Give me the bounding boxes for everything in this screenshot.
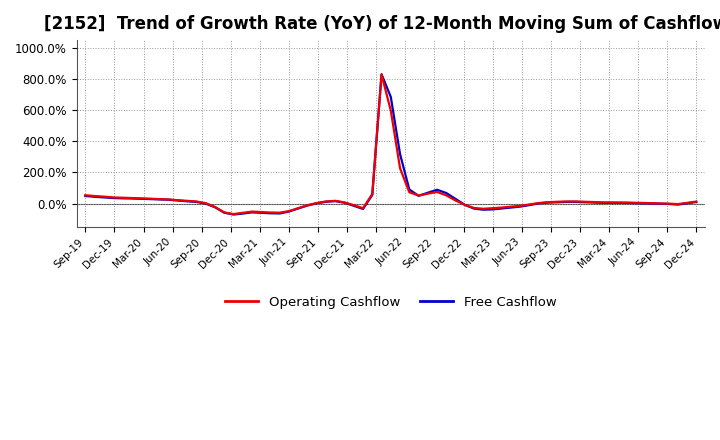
Legend: Operating Cashflow, Free Cashflow: Operating Cashflow, Free Cashflow: [220, 290, 562, 314]
Title: [2152]  Trend of Growth Rate (YoY) of 12-Month Moving Sum of Cashflows: [2152] Trend of Growth Rate (YoY) of 12-…: [44, 15, 720, 33]
